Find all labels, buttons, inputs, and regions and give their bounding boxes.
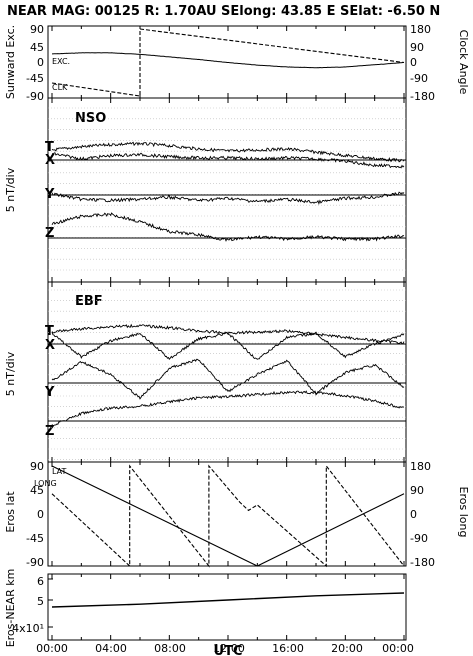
- p5-tick: 4x10¹: [12, 622, 44, 635]
- p1-right-tick: 0: [410, 56, 417, 69]
- nso-y-trace: [51, 191, 405, 206]
- panel-3-frame: [47, 281, 407, 463]
- x-tick: 08:00: [154, 642, 186, 655]
- nso-t-label: T: [45, 140, 54, 155]
- nso-z-label: Z: [45, 226, 54, 241]
- nso-scale-label: 5 nT/div: [4, 167, 17, 212]
- p4-right-tick: -180: [410, 556, 435, 569]
- ebf-z-label: Z: [45, 424, 54, 439]
- x-axis-label: UTC: [214, 644, 243, 656]
- long-series-line: [51, 464, 405, 568]
- p1-left-tick: 0: [37, 56, 44, 69]
- lat-key: LAT: [52, 467, 66, 476]
- eros-near-axis-label: Eros-NEAR km: [4, 569, 17, 648]
- clock-angle-axis-label: Clock Angle: [457, 30, 470, 95]
- distance-series-line: [51, 592, 405, 608]
- chart-marks: [48, 26, 406, 640]
- x-tick: 04:00: [95, 642, 127, 655]
- x-tick: 00:00: [36, 642, 68, 655]
- p1-right-tick: 180: [410, 23, 431, 36]
- p1-left-tick: 90: [30, 23, 44, 36]
- nso-t-trace: [51, 141, 405, 163]
- p4-right-tick: 180: [410, 460, 431, 473]
- p4-right-tick: 0: [410, 508, 417, 521]
- exc-series-line: [52, 52, 405, 69]
- x-tick: 16:00: [272, 642, 304, 655]
- long-key: LONG: [34, 479, 57, 488]
- x-tick: 12:00: [213, 642, 245, 655]
- sunward-exc-axis-label: Sunward Exc.: [4, 25, 17, 99]
- lat-series-line: [51, 465, 405, 567]
- ebf-scale-label: 5 nT/div: [4, 351, 17, 396]
- p4-right-tick: -90: [410, 532, 428, 545]
- p1-left-tick: -90: [26, 90, 44, 103]
- p1-right-tick: -90: [410, 72, 428, 85]
- p4-left-tick: 0: [37, 508, 44, 521]
- panel-5-frame: [47, 573, 407, 641]
- p4-right-tick: 90: [410, 484, 424, 497]
- figure-header: NEAR MAG: 00125 R: 1.70AU SElong: 43.85 …: [7, 4, 440, 19]
- ebf-x-trace: [51, 331, 405, 360]
- ebf-z-trace: [51, 390, 405, 427]
- x-tick: 00:00: [382, 642, 414, 655]
- p1-left-tick: 45: [30, 41, 44, 54]
- ebf-t-label: T: [45, 324, 54, 339]
- p4-left-tick: -90: [26, 556, 44, 569]
- ebf-x-label: X: [45, 338, 55, 353]
- x-tick: 20:00: [331, 642, 363, 655]
- p1-right-tick: -180: [410, 90, 435, 103]
- eros-long-axis-label: Eros long: [457, 487, 470, 538]
- clk-series-line: [51, 28, 405, 97]
- p5-tick: 5: [37, 595, 44, 608]
- p1-left-tick: -45: [26, 72, 44, 85]
- clk-key: CLK: [52, 83, 68, 92]
- p4-left-tick: -45: [26, 532, 44, 545]
- ebf-title: EBF: [75, 294, 103, 309]
- ebf-y-label: Y: [44, 385, 55, 400]
- p1-right-tick: 90: [410, 41, 424, 54]
- nso-x-trace: [52, 152, 405, 169]
- p4-left-tick: 90: [30, 460, 44, 473]
- ebf-y-trace: [51, 358, 405, 400]
- eros-lat-axis-label: Eros lat: [4, 491, 17, 533]
- panel-4-frame: [47, 461, 407, 567]
- p5-tick: 6: [37, 575, 44, 588]
- nso-z-trace: [51, 212, 405, 242]
- p4-left-tick: 45: [30, 484, 44, 497]
- exc-key: EXC.: [52, 57, 70, 66]
